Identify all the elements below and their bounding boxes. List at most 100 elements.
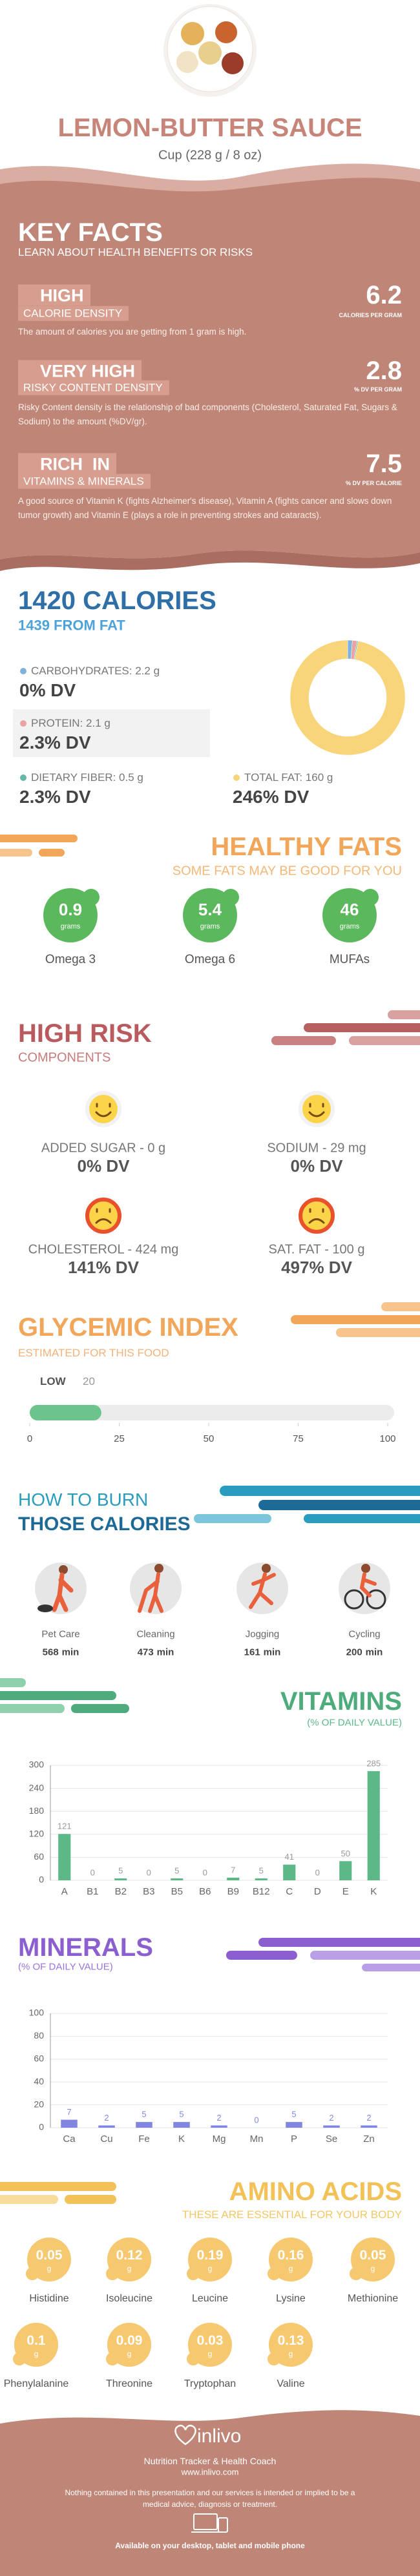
value-label: 121 <box>58 1822 72 1831</box>
logo-heart <box>174 2424 196 2446</box>
y-tick-label: 80 <box>34 2030 44 2041</box>
y-tick-label: 60 <box>34 1851 44 1862</box>
bar <box>171 1878 184 1880</box>
value-label: 2 <box>329 2113 333 2123</box>
x-tick-label: C <box>286 1886 293 1897</box>
duration-value: 473 <box>137 1646 154 1658</box>
legend-dot <box>20 774 26 781</box>
amino-value: 0.03 <box>196 2332 224 2348</box>
device-icons <box>191 2513 228 2533</box>
bar <box>136 2122 152 2128</box>
nutrient-dv: 2.3% DV <box>19 786 91 807</box>
decoration <box>0 835 78 857</box>
x-tick-label: K <box>178 2134 185 2145</box>
fact-unit: % DV PER CALORIE <box>345 479 402 486</box>
amino-name: Methionine <box>347 2292 399 2304</box>
amino-circle-dot <box>187 2267 200 2280</box>
y-tick-label: 0 <box>39 1875 44 1885</box>
fat-circle-dot <box>222 889 239 906</box>
fat-circle <box>322 888 377 942</box>
x-tick-label: E <box>342 1886 349 1897</box>
fat-unit: grams <box>200 922 220 931</box>
fact-value: 7.5 <box>366 450 402 478</box>
amino-name: Histidine <box>29 2292 69 2304</box>
amino-circle <box>188 2323 232 2367</box>
x-tick-label: K <box>370 1886 377 1897</box>
risk-dv: 0% DV <box>77 1156 130 1176</box>
nutrient-label: CARBOHYDRATES2.2 g <box>31 665 160 678</box>
x-tick-label: Mg <box>213 2134 226 2145</box>
risk-name: SODIUM - 29 mg <box>267 1141 366 1156</box>
x-tick-label: Mn <box>250 2134 264 2145</box>
x-tick-label: B5 <box>171 1886 183 1897</box>
value-label: 0 <box>203 1867 207 1877</box>
fact-name: RISKY CONTENT DENSITY <box>18 380 169 395</box>
amino-circle <box>107 2238 151 2281</box>
x-tick-label: 75 <box>293 1433 304 1444</box>
section-subtitle: ESTIMATED FOR THIS FOOD <box>18 1347 169 1360</box>
legend-dot <box>233 774 240 781</box>
value-label: 0 <box>90 1867 95 1877</box>
x-tick-label: Se <box>326 2134 337 2145</box>
section-title: HIGH RISK <box>18 1019 152 1048</box>
duration-unit: min <box>263 1646 281 1658</box>
activity-name: Cleaning <box>136 1628 175 1640</box>
donut-slice <box>289 639 406 756</box>
serving: Cup (228 g / 8 oz) <box>158 148 262 163</box>
amino-name: Phenylalanine <box>3 2378 69 2389</box>
activity-duration: 473 min <box>138 1646 174 1657</box>
amino-unit: g <box>288 2264 293 2274</box>
x-tick-label: 100 <box>379 1433 395 1444</box>
value-label: 5 <box>179 2110 184 2119</box>
x-tick-label: B3 <box>143 1886 154 1897</box>
value-label: 5 <box>174 1865 179 1875</box>
activity-duration: 161 min <box>244 1646 281 1657</box>
section-title: GLYCEMIC INDEX <box>18 1313 238 1342</box>
fat-circle <box>183 888 237 942</box>
section-subtitle: LEARN ABOUT HEALTH BENEFITS OR RISKS <box>18 246 253 259</box>
progress-track <box>30 1405 394 1420</box>
y-tick-label: 100 <box>29 2008 45 2018</box>
bar <box>173 2122 190 2128</box>
value-label: 7 <box>231 1865 235 1875</box>
amino-value: 0.19 <box>196 2247 224 2263</box>
fact-name: CALORIE DENSITY <box>18 306 129 321</box>
duration-unit: min <box>365 1646 383 1658</box>
nutrient-dv: 246% DV <box>233 786 310 807</box>
value-label: 50 <box>341 1849 350 1858</box>
risk-dv: 497% DV <box>281 1258 352 1278</box>
section-subtitle: COMPONENTS <box>18 1050 111 1065</box>
fact-level: VERY HIGH <box>18 360 142 382</box>
calories-title: 1420 CALORIES <box>18 587 216 615</box>
amino-unit: g <box>127 2349 132 2359</box>
glycemic-level: LOW <box>40 1375 66 1388</box>
section-title: VITAMINS <box>280 1687 402 1716</box>
fat-unit: grams <box>339 922 360 931</box>
bar <box>98 2125 115 2128</box>
nutrient-name: TOTAL FAT <box>244 771 306 784</box>
fact-name: VITAMINS & MINERALS <box>18 473 151 489</box>
amino-value: 0.16 <box>277 2247 304 2263</box>
bar <box>227 1877 240 1880</box>
fat-circle-dot <box>362 889 379 906</box>
x-tick-label: 50 <box>204 1433 215 1444</box>
amino-value: 0.13 <box>277 2332 304 2348</box>
nutrient-dv: 0% DV <box>19 680 76 700</box>
section-title: HOW TO BURN <box>18 1489 149 1510</box>
y-tick-label: 300 <box>29 1760 45 1770</box>
title: LEMON-BUTTER SAUCE <box>58 114 362 142</box>
amino-name: Isoleucine <box>105 2292 153 2304</box>
amino-value: 0.09 <box>116 2332 143 2348</box>
y-tick-label: 0 <box>39 2122 44 2132</box>
amino-unit: g <box>47 2264 52 2274</box>
value-label: 5 <box>118 1865 123 1875</box>
amino-circle-dot <box>187 2353 200 2365</box>
duration-unit: min <box>61 1646 79 1658</box>
value-label: 2 <box>366 2113 371 2123</box>
fact-unit: % DV PER GRAM <box>353 386 402 393</box>
bar <box>367 1771 380 1880</box>
value-label: 41 <box>285 1852 294 1862</box>
fact-level: HIGH <box>18 284 90 306</box>
wave-dark <box>0 550 420 571</box>
